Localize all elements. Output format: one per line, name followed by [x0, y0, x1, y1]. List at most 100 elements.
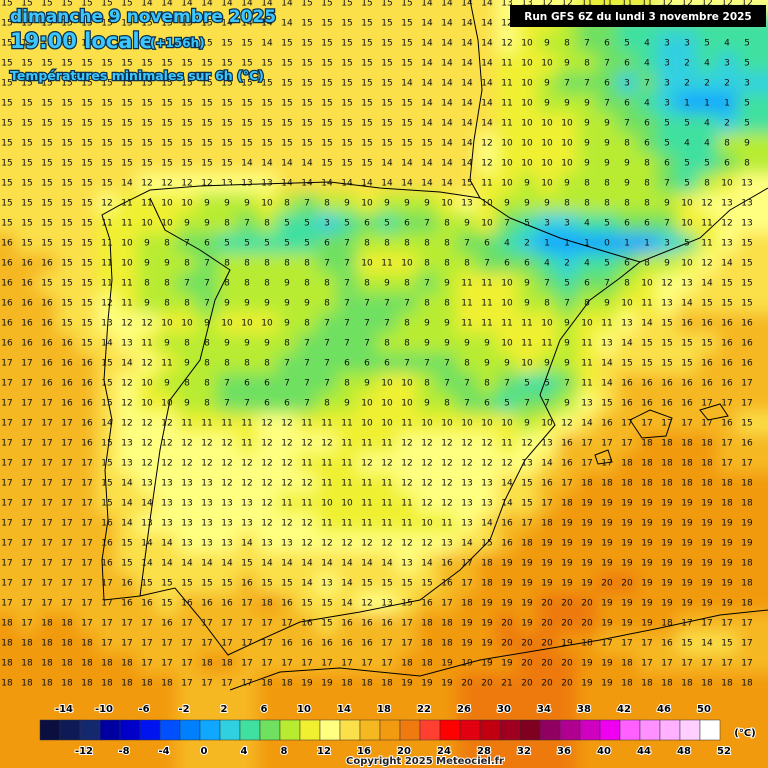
cell	[397, 653, 417, 673]
cell	[217, 633, 237, 653]
cell	[517, 53, 537, 73]
value-label: 14	[441, 59, 453, 69]
cell	[517, 113, 537, 133]
value-label: 11	[541, 339, 552, 349]
cell	[37, 493, 57, 513]
value-label: 12	[461, 439, 472, 449]
value-label: 14	[581, 419, 593, 429]
value-label: 9	[484, 359, 490, 369]
cell	[357, 473, 377, 493]
cell	[537, 153, 557, 173]
value-label: 13	[221, 519, 232, 529]
value-label: 19	[461, 659, 473, 669]
value-label: 15	[261, 579, 272, 589]
value-label: 11	[401, 519, 412, 529]
value-label: 17	[681, 659, 692, 669]
value-label: 17	[21, 499, 32, 509]
value-label: 16	[561, 459, 573, 469]
cell	[617, 393, 637, 413]
cell	[17, 353, 37, 373]
legend-swatch	[419, 719, 441, 741]
value-label: 8	[424, 299, 430, 309]
cell	[17, 173, 37, 193]
value-label: 9	[184, 399, 190, 409]
cell	[237, 293, 257, 313]
value-label: 8	[284, 259, 290, 269]
cell	[497, 113, 517, 133]
value-label: 11	[701, 219, 712, 229]
value-label: 19	[641, 559, 653, 569]
value-label: 7	[324, 359, 330, 369]
value-label: 14	[381, 159, 393, 169]
cell	[317, 653, 337, 673]
cell	[57, 453, 77, 473]
value-label: 19	[661, 579, 673, 589]
value-label: 15	[341, 59, 352, 69]
cell	[77, 233, 97, 253]
cell	[357, 313, 377, 333]
cell	[637, 453, 657, 473]
value-label: 15	[81, 219, 92, 229]
cell	[17, 253, 37, 273]
cell	[297, 13, 317, 33]
cell	[117, 173, 137, 193]
value-label: 5	[684, 159, 690, 169]
value-label: 19	[681, 599, 693, 609]
cell	[417, 433, 437, 453]
cell	[677, 613, 697, 633]
cell	[77, 633, 97, 653]
value-label: 8	[184, 299, 190, 309]
value-label: 7	[344, 279, 350, 289]
cell	[317, 173, 337, 193]
cell	[57, 253, 77, 273]
value-label: 19	[721, 559, 733, 569]
cell	[517, 133, 537, 153]
cell	[637, 513, 657, 533]
value-label: 11	[221, 419, 232, 429]
cell	[617, 113, 637, 133]
value-label: 14	[121, 519, 133, 529]
value-label: 17	[41, 399, 52, 409]
cell	[577, 33, 597, 53]
cell	[357, 333, 377, 353]
value-label: 8	[604, 199, 610, 209]
cell	[357, 93, 377, 113]
value-label: 11	[501, 79, 512, 89]
cell	[177, 133, 197, 153]
cell	[417, 53, 437, 73]
cell	[697, 493, 717, 513]
cell	[697, 573, 717, 593]
value-label: 15	[381, 0, 392, 9]
cell	[417, 573, 437, 593]
legend-swatch	[239, 719, 261, 741]
value-label: 11	[341, 479, 352, 489]
value-label: 12	[401, 459, 412, 469]
cell	[497, 173, 517, 193]
cell	[0, 113, 17, 133]
cell	[277, 133, 297, 153]
cell	[97, 633, 117, 653]
value-label: 11	[581, 0, 592, 9]
value-label: 18	[1, 619, 13, 629]
cell	[717, 593, 737, 613]
value-label: 12	[221, 439, 232, 449]
cell	[457, 213, 477, 233]
value-label: 12	[161, 459, 172, 469]
value-label: 1	[684, 99, 690, 109]
value-label: 18	[401, 659, 413, 669]
value-label: 15	[661, 359, 672, 369]
value-label: 11	[141, 199, 152, 209]
cell	[17, 73, 37, 93]
value-label: 8	[204, 339, 210, 349]
value-label: 7	[564, 79, 570, 89]
cell	[457, 293, 477, 313]
cell	[297, 53, 317, 73]
cell	[37, 353, 57, 373]
value-label: 15	[21, 199, 32, 209]
cell	[597, 393, 617, 413]
legend-swatch	[259, 719, 281, 741]
value-label: 16	[101, 519, 113, 529]
value-label: 15	[221, 159, 232, 169]
value-label: 14	[421, 159, 433, 169]
value-label: 12	[301, 479, 312, 489]
